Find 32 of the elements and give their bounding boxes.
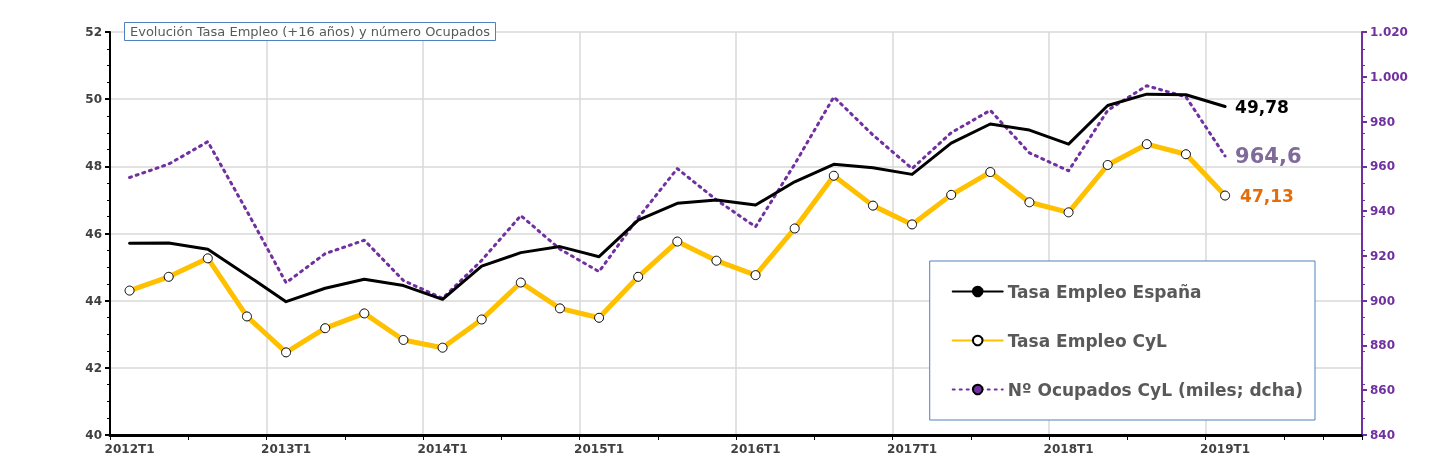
y-tick-label: 48 <box>85 159 102 174</box>
y-tick-label: 40 <box>85 428 102 442</box>
y2-tick-label: 980 <box>1370 114 1396 129</box>
x-tick-label: 2019T1 <box>1200 442 1251 456</box>
data-label: 964,6 <box>1235 144 1302 169</box>
y-tick-label: 50 <box>85 92 102 107</box>
y2-tick-label: 900 <box>1370 293 1396 308</box>
y2-tick-label: 1.000 <box>1370 69 1408 84</box>
legend-label: Nº Ocupados CyL (miles; dcha) <box>1007 379 1303 400</box>
y2-tick-label: 880 <box>1370 338 1396 353</box>
x-tick-label: 2017T1 <box>887 442 938 456</box>
y2-tick-label: 960 <box>1370 159 1396 174</box>
chart-title: Evolución Tasa Empleo (+16 años) y número Ocupados <box>130 24 491 39</box>
x-tick-label: 2016T1 <box>730 442 781 456</box>
y2-tick-label: 860 <box>1370 383 1396 398</box>
legend-label: Tasa Empleo CyL <box>1007 330 1168 351</box>
x-tick-label: 2012T1 <box>104 442 155 456</box>
x-tick-label: 2018T1 <box>1043 442 1094 456</box>
data-label: 49,78 <box>1235 96 1289 117</box>
y2-tick-label: 940 <box>1370 204 1396 219</box>
y-tick-label: 52 <box>85 25 102 39</box>
y-tick-label: 46 <box>85 226 102 241</box>
x-tick-label: 2013T1 <box>261 442 312 456</box>
y2-tick-label: 840 <box>1370 428 1396 442</box>
x-tick-label: 2015T1 <box>574 442 625 456</box>
y2-tick-label: 1.020 <box>1370 25 1408 39</box>
y-tick-label: 42 <box>85 360 102 375</box>
x-tick-label: 2014T1 <box>417 442 468 456</box>
legend-label: Tasa Empleo España <box>1007 281 1202 302</box>
data-label: 47,13 <box>1240 185 1294 206</box>
y2-tick-label: 920 <box>1370 248 1396 263</box>
y-tick-label: 44 <box>85 293 102 308</box>
